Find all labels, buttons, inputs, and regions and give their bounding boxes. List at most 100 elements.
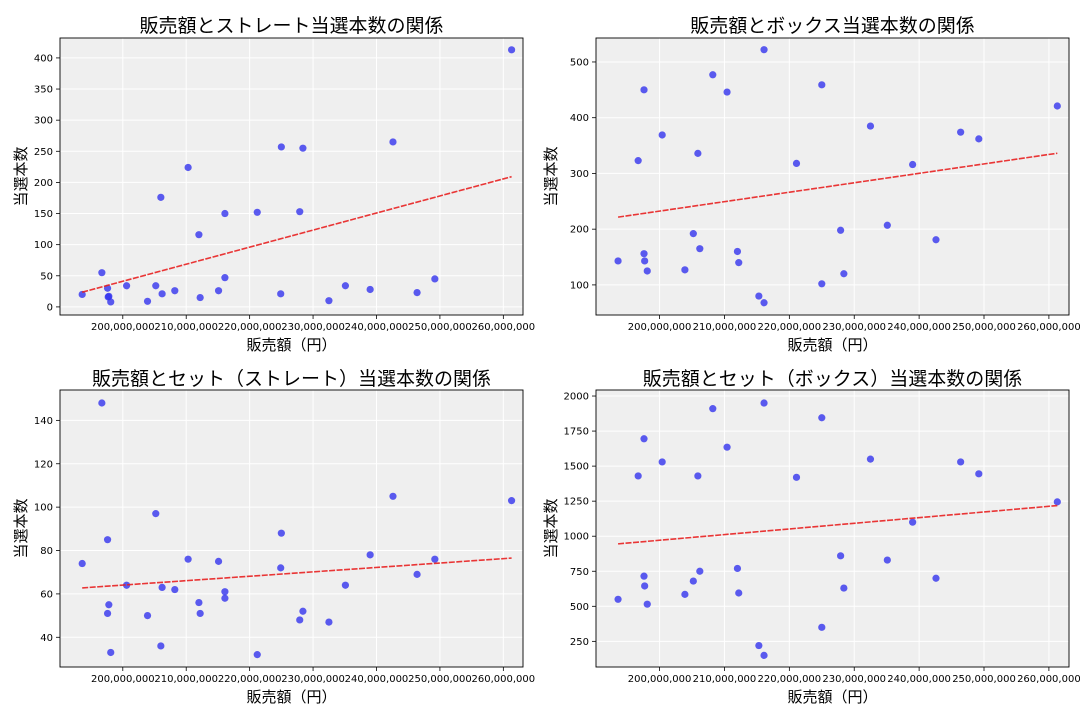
- data-point: [932, 574, 940, 582]
- x-tick-label: 200,000,000: [628, 322, 692, 333]
- data-point: [277, 529, 285, 537]
- data-point: [658, 458, 666, 466]
- x-tick-label: 220,000,000: [218, 674, 282, 685]
- data-point: [866, 122, 875, 130]
- y-tick-label: 100: [570, 280, 589, 291]
- x-tick-label: 200,000,000: [91, 322, 155, 333]
- data-point: [694, 149, 702, 157]
- data-point: [389, 138, 397, 146]
- data-point: [634, 157, 642, 165]
- y-tick-label: 150: [34, 209, 53, 220]
- y-tick-label: 1750: [564, 427, 589, 438]
- y-tick-label: 140: [34, 416, 53, 427]
- data-point: [957, 128, 965, 136]
- y-tick-label: 750: [570, 567, 589, 578]
- data-point: [640, 250, 648, 258]
- x-tick-label: 220,000,000: [758, 674, 822, 685]
- data-point: [366, 551, 374, 559]
- y-tick-label: 200: [570, 225, 589, 236]
- data-point: [98, 399, 106, 407]
- data-point: [157, 193, 165, 201]
- data-point: [296, 208, 304, 216]
- data-point: [103, 609, 112, 618]
- subplot-title: 販売額とボックス当選本数の関係: [690, 15, 974, 37]
- y-tick-label: 0: [47, 302, 53, 313]
- data-point: [107, 648, 115, 657]
- trend-line: [617, 504, 1058, 545]
- data-point: [818, 280, 826, 288]
- x-tick-label: 230,000,000: [281, 674, 345, 685]
- data-point: [366, 285, 374, 294]
- data-point: [760, 651, 768, 659]
- x-tick-label: 220,000,000: [758, 322, 822, 333]
- x-axis-label: 販売額（円）: [787, 336, 877, 354]
- data-point: [643, 267, 651, 275]
- data-point: [640, 86, 648, 94]
- plot-area: [596, 38, 1069, 315]
- data-point: [221, 274, 229, 282]
- data-point: [681, 590, 689, 598]
- data-point: [709, 71, 717, 79]
- x-tick-label: 240,000,000: [345, 674, 409, 685]
- y-tick-label: 2000: [564, 392, 589, 403]
- x-tick-label: 220,000,000: [218, 322, 282, 333]
- data-point: [792, 473, 801, 481]
- data-point: [158, 290, 166, 298]
- x-tick-label: 240,000,000: [887, 674, 951, 685]
- data-point: [214, 557, 223, 565]
- y-axis-label: 当選本数: [12, 498, 30, 558]
- data-point: [152, 510, 160, 518]
- y-tick-label: 100: [34, 240, 53, 251]
- data-point: [723, 443, 731, 451]
- data-point: [634, 472, 642, 480]
- data-point: [157, 642, 165, 650]
- x-tick-label: 210,000,000: [693, 674, 757, 685]
- data-point: [103, 536, 112, 544]
- x-tick-label: 230,000,000: [822, 322, 886, 333]
- y-axis-label: 当選本数: [12, 146, 30, 206]
- data-point: [658, 131, 666, 139]
- subplot-1: 200,000,000 210,000,000 220,000,000 230,000…: [12, 15, 535, 354]
- data-point: [1053, 102, 1061, 110]
- data-point: [932, 236, 940, 244]
- trend-line: [617, 152, 1058, 218]
- data-point: [171, 287, 179, 295]
- data-point: [840, 270, 848, 278]
- data-point: [760, 46, 768, 54]
- data-point: [733, 247, 742, 256]
- data-point: [640, 572, 648, 580]
- y-tick-label: 200: [34, 178, 53, 189]
- subplot-title: 販売額とセット（ストレート）当選本数の関係: [92, 368, 491, 390]
- data-point: [195, 231, 203, 239]
- data-point: [158, 583, 166, 591]
- x-tick-label: 260,000,000: [472, 674, 536, 685]
- x-tick-label: 240,000,000: [345, 322, 409, 333]
- data-point: [735, 589, 743, 597]
- subplot-title: 販売額とセット（ボックス）当選本数の関係: [643, 368, 1022, 390]
- data-point: [196, 293, 204, 302]
- data-point: [389, 492, 397, 500]
- data-point: [431, 275, 439, 283]
- x-tick-label: 250,000,000: [952, 674, 1016, 685]
- data-point: [105, 292, 113, 300]
- data-point: [909, 160, 917, 169]
- data-point: [221, 594, 229, 602]
- data-point: [909, 518, 917, 526]
- y-tick-label: 250: [34, 147, 53, 158]
- data-point: [253, 208, 261, 216]
- data-point: [253, 651, 261, 659]
- data-point: [277, 290, 285, 298]
- data-point: [214, 287, 223, 295]
- x-tick-label: 240,000,000: [887, 322, 951, 333]
- data-point: [883, 556, 891, 564]
- data-point: [689, 577, 697, 585]
- data-point: [431, 555, 439, 563]
- data-point: [760, 299, 768, 307]
- trend-line: [82, 557, 512, 589]
- x-axis-label: 販売額（円）: [246, 336, 336, 354]
- x-tick-label: 260,000,000: [1017, 322, 1080, 333]
- data-point: [696, 567, 704, 575]
- data-point: [171, 585, 179, 594]
- data-point: [760, 399, 768, 407]
